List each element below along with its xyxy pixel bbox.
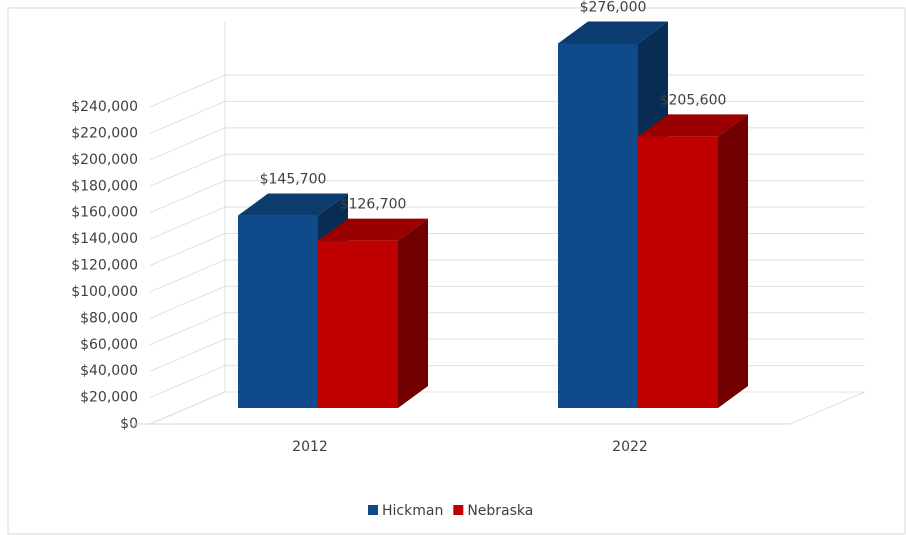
x-tick-label: 2012 (292, 439, 328, 455)
chart-frame (7, 7, 906, 535)
y-tick-label: $100,000 (71, 284, 138, 300)
y-tick-label: $140,000 (71, 231, 138, 247)
bar-top (558, 21, 668, 44)
data-label: $276,000 (580, 0, 647, 15)
legend-swatch (453, 505, 464, 515)
x-tick-label: 2022 (612, 439, 648, 455)
y-tick-label: $40,000 (80, 363, 138, 379)
y-tick-label: $220,000 (71, 125, 138, 141)
legend-swatch (368, 505, 378, 515)
y-tick-label: $240,000 (71, 99, 138, 115)
y-tick-label: $180,000 (71, 178, 138, 194)
bar (558, 43, 638, 408)
y-tick-label: $160,000 (71, 205, 138, 221)
bar-top (318, 218, 428, 241)
bar-top (638, 114, 748, 137)
data-label: $145,700 (260, 172, 327, 188)
bar-side (718, 114, 748, 408)
y-tick-label: $20,000 (80, 390, 138, 406)
data-label: $126,700 (340, 197, 407, 213)
y-tick-label: $0 (120, 416, 138, 432)
bar (638, 136, 718, 409)
data-label: $205,600 (660, 92, 727, 108)
bar-side (398, 218, 428, 408)
y-tick-label: $60,000 (80, 337, 138, 353)
y-tick-label: $80,000 (80, 310, 138, 326)
y-tick-label: $120,000 (71, 258, 138, 274)
legend-label: Hickman (382, 503, 443, 519)
bar (238, 215, 318, 408)
floor-right (789, 391, 866, 425)
y-tick-label: $200,000 (71, 152, 138, 168)
bar (318, 240, 398, 408)
bar-top (238, 193, 348, 216)
legend-label: Nebraska (467, 503, 533, 519)
